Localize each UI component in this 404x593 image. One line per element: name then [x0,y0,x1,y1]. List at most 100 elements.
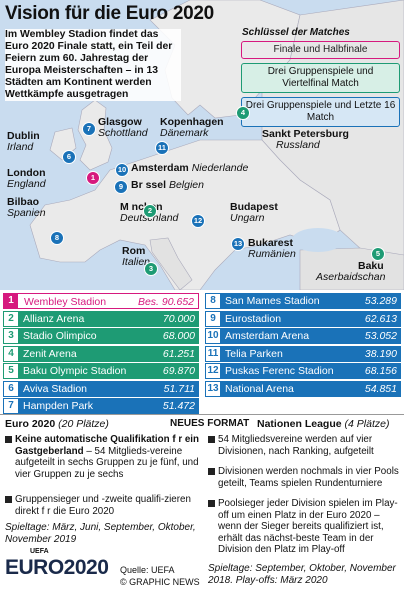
marker-budapest: 12 [191,214,205,228]
stadium-capacity: 54.851 [364,382,397,395]
stadium-capacity: 68.156 [364,365,397,377]
stadium-name: Puskas Ferenc Stadion [225,365,334,377]
marker-dublin: 6 [62,150,76,164]
stadium-capacity: Bes. 90.652 [137,296,194,308]
city-bruessel: Br ssel Belgien [131,179,204,191]
stadium-capacity: 61.251 [162,347,195,360]
new-format-heading: NEUES FORMAT [170,418,250,429]
city-bilbao: Bilbao Spanien [7,196,46,219]
euro2020-logo: EURO2020 [5,556,109,579]
stadium-number: 9 [206,311,220,326]
euro-heading: Euro 2020 (20 Plätze) [5,418,109,430]
stadium-row: 10 Amsterdam Arena 53.052 [205,328,401,344]
match-legend: Schlüssel der Matches Finale und Halbfin… [228,27,400,131]
city-amsterdam: Amsterdam Niederlande [131,162,249,174]
page-title: Vision für die Euro 2020 [5,3,214,24]
stadium-capacity: 70.000 [162,312,195,325]
stadium-row: 13 National Arena 54.851 [205,380,401,397]
euro-dates: Spieltage: März, Juni, September, Oktobe… [5,522,196,545]
stadium-row: 9 Eurostadion 62.613 [205,310,401,327]
stadium-capacity: 53.052 [364,330,397,342]
stadium-number: 10 [206,329,220,343]
marker-bilbao: 8 [50,231,64,245]
nations-bullet-1: 54 Mitgliedsvereine werden auf vier Divi… [208,434,402,457]
legend-round16: Drei Gruppenspiele und Letzte 16 Match [241,97,400,127]
stadium-number: 12 [206,364,220,378]
stadium-row: 6 Aviva Stadion 51.711 [3,380,199,397]
nations-bullet-3: Poolsieger jeder Division spielen im Pla… [208,498,402,556]
euro-bullet-2: Gruppensieger und -zweite qualifi-zieren… [5,494,199,517]
stadium-capacity: 51.472 [162,400,195,412]
stadium-capacity: 53.289 [364,295,397,307]
marker-kopenhagen: 11 [155,141,169,155]
stadium-row: 3 Stadio Olimpico 68.000 [3,328,199,344]
city-rom: Rom Italien [122,245,151,268]
marker-london: 1 [86,171,100,185]
marker-baku: 5 [371,247,385,261]
stadium-name: Wembley Stadion [24,296,107,308]
stadium-name: Aviva Stadion [23,382,88,395]
city-baku: Baku Aserbaidschan [316,260,386,283]
stadium-name: Eurostadion [225,312,282,325]
city-budapest: Budapest Ungarn [230,201,278,224]
nations-league-heading: Nationen League (4 Plätze) [257,418,390,430]
stadium-name: National Arena [225,382,294,395]
graphic-news-credit: © GRAPHIC NEWS [120,577,200,587]
city-muenchen: M nchen Deutschland [120,201,179,224]
city-london: London England [7,167,46,190]
stadium-name: Baku Olympic Stadion [23,365,127,377]
marker-rom: 3 [144,262,158,276]
stadium-row: 11 Telia Parken 38.190 [205,345,401,362]
stadium-number: 11 [206,346,220,361]
stadium-name: Amsterdam Arena [225,330,310,342]
legend-quarterfinal: Drei Gruppenspiele und Viertelfinal Matc… [241,63,400,93]
city-kopenhagen: Kopenhagen Dänemark [160,116,224,139]
stadium-number: 13 [206,381,220,396]
marker-sankt-petersburg: 4 [236,106,250,120]
city-bukarest: Bukarest Rumänien [248,237,296,260]
city-glasgow: Glasgow Schottland [98,116,148,139]
stadium-row: 7 Hampden Park 51.472 [3,398,199,414]
marker-bukarest: 13 [231,237,245,251]
marker-amsterdam: 10 [115,163,129,177]
stadium-number: 3 [4,329,18,343]
stadium-number: 6 [4,381,18,396]
stadium-name: Telia Parken [225,347,283,360]
stadium-number: 8 [206,294,220,308]
stadium-row: 8 San Mames Stadion 53.289 [205,293,401,309]
stadium-capacity: 69.870 [162,365,195,377]
marker-muenchen: 2 [143,204,157,218]
intro-text: Im Wembley Stadion findet das Euro 2020 … [5,29,181,101]
stadium-number: 4 [4,346,18,361]
city-sankt-petersburg: Sankt Petersburg Russland [262,128,349,151]
stadium-name: San Mames Stadion [225,295,320,307]
divider [0,414,404,415]
city-dublin: Dublin Irland [7,130,40,153]
nations-dates: Spieltage: September, Oktober, November … [208,563,396,586]
marker-glasgow: 7 [82,122,96,136]
stadium-row: 4 Zenit Arena 61.251 [3,345,199,362]
stadium-number: 2 [4,311,18,326]
stadium-capacity: 51.711 [163,382,195,395]
stadium-name: Stadio Olimpico [23,330,97,342]
stadium-row: 2 Allianz Arena 70.000 [3,310,199,327]
source-credit: Quelle: UEFA [120,565,175,575]
stadium-capacity: 62.613 [364,312,397,325]
stadium-row: 1 Wembley Stadion Bes. 90.652 [3,293,199,309]
stadium-row: 5 Baku Olympic Stadion 69.870 [3,363,199,379]
stadium-name: Zenit Arena [23,347,77,360]
stadium-capacity: 38.190 [364,347,397,360]
stadium-number: 7 [4,399,18,413]
legend-final: Finale und Halbfinale [241,41,400,59]
stadium-capacity: 68.000 [162,330,195,342]
stadium-name: Hampden Park [23,400,94,412]
marker-bruessel: 9 [114,180,128,194]
stadium-number: 5 [4,364,18,378]
stadium-name: Allianz Arena [23,312,85,325]
uefa-mark: UEFA [30,548,49,555]
stadium-row: 12 Puskas Ferenc Stadion 68.156 [205,363,401,379]
euro-bullet-1: Keine automatische Qualifikation f r ein… [5,434,199,480]
stadium-number: 1 [4,294,18,308]
nations-bullet-2: Divisionen werden nochmals in vier Pools… [208,466,402,489]
